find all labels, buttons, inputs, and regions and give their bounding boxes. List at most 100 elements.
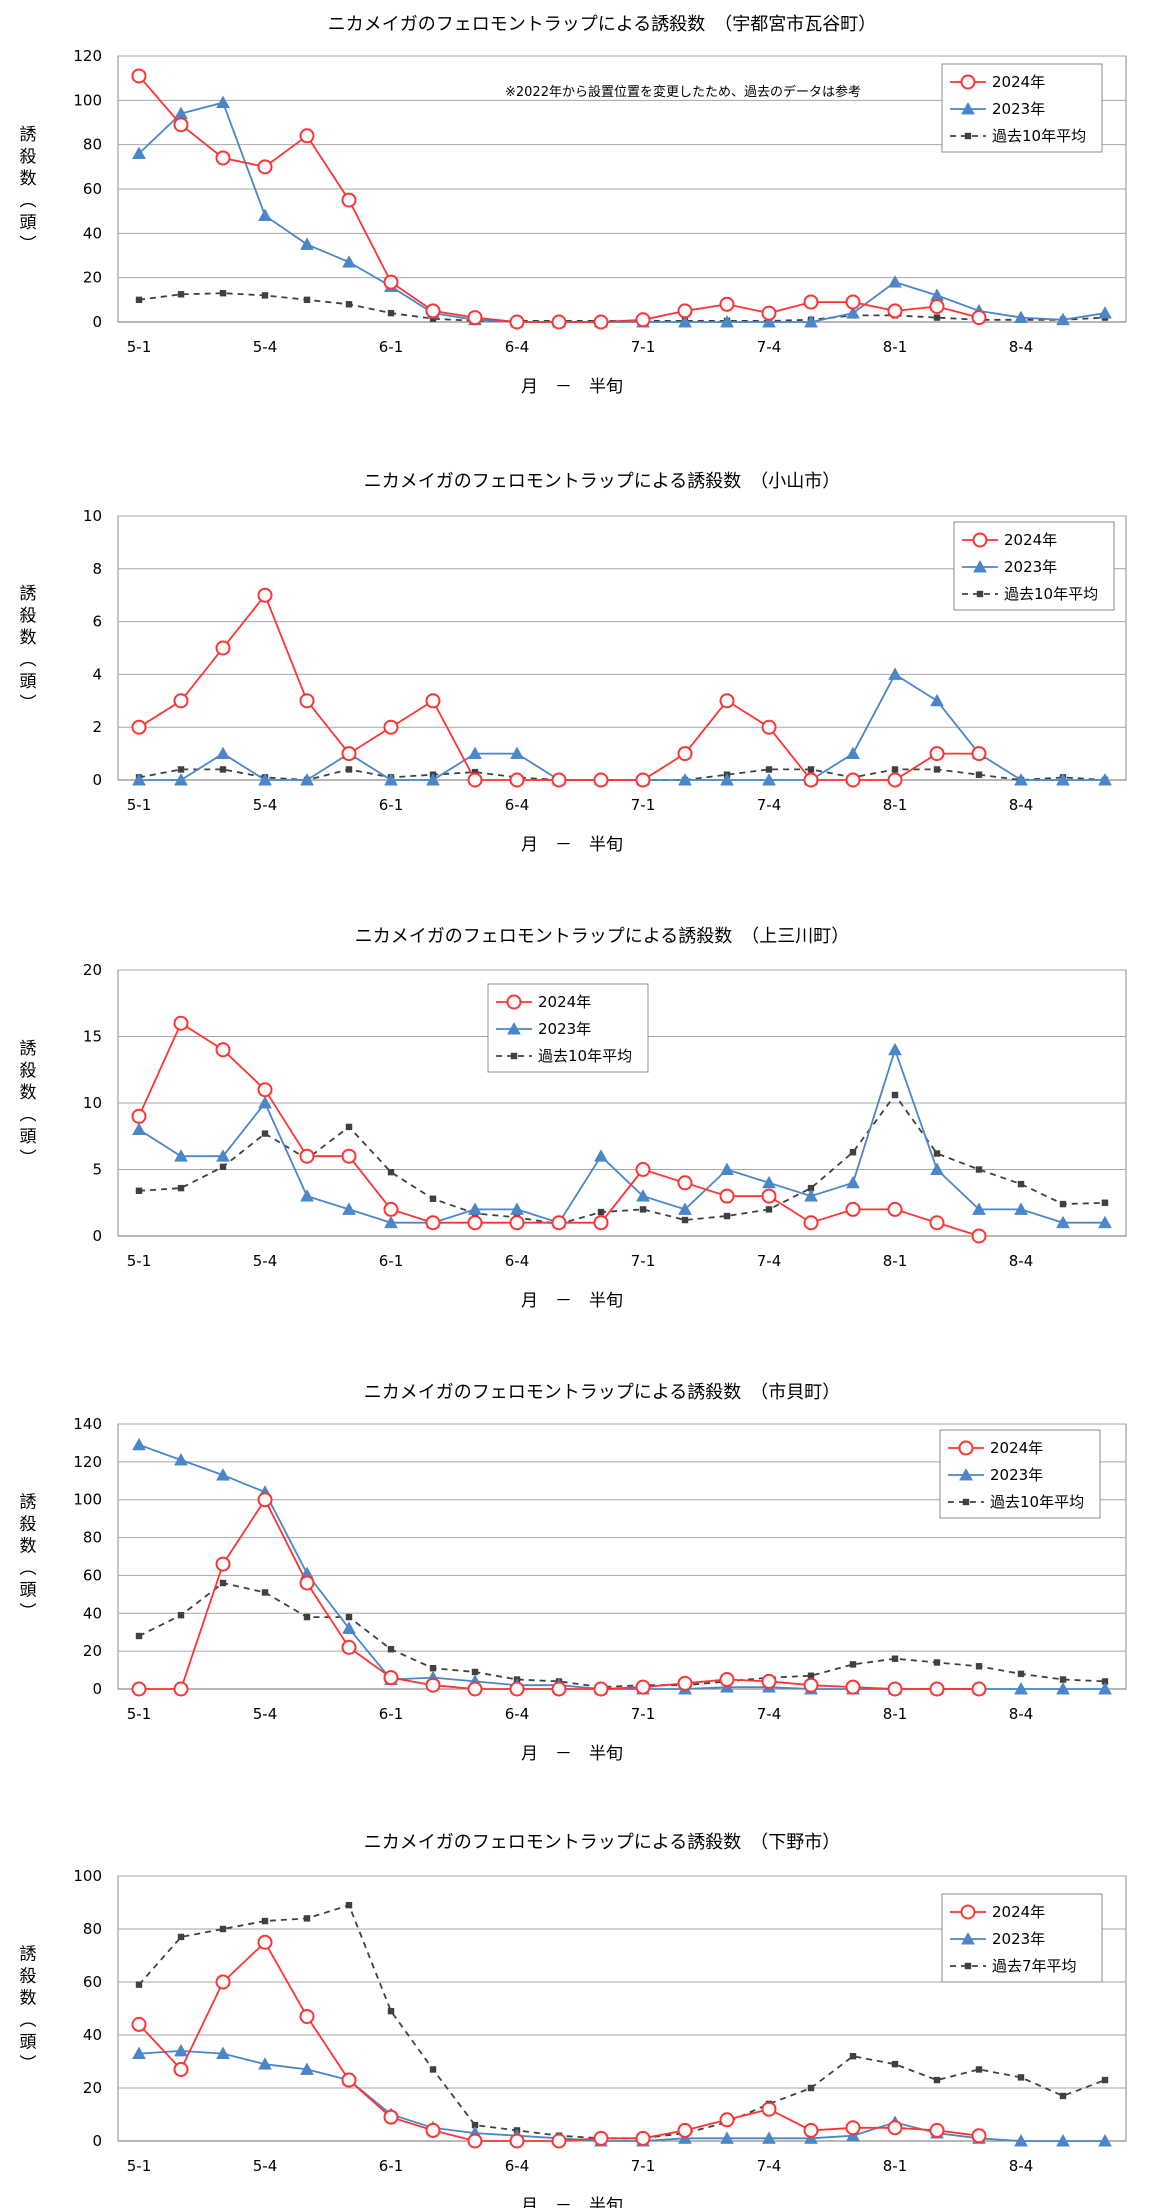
chart-4: ニカメイガのフェロモントラップによる誘殺数 （市貝町） 0 20 40 60 80 100 1… bbox=[20, 1382, 1127, 1764]
data-point bbox=[1098, 306, 1112, 319]
y-axis-label-char: ︶ bbox=[20, 694, 37, 714]
data-point bbox=[300, 2062, 314, 2075]
x-tick-label: 6-4 bbox=[505, 338, 530, 356]
chart-title: ニカメイガのフェロモントラップによる誘殺数 （市貝町） bbox=[364, 1382, 840, 1403]
data-point bbox=[845, 1679, 861, 1695]
legend-label: 過去10年平均 bbox=[992, 127, 1086, 145]
data-point bbox=[887, 2120, 903, 2136]
data-point bbox=[510, 1202, 524, 1215]
data-point bbox=[1056, 772, 1070, 786]
data-point bbox=[804, 314, 818, 328]
x-tick-label: 5-1 bbox=[127, 1252, 152, 1270]
y-axis-label-char: 数 bbox=[20, 1537, 37, 1557]
legend-entry: 2023年 bbox=[496, 1020, 591, 1038]
data-point bbox=[803, 2122, 819, 2138]
x-tick-label: 6-1 bbox=[379, 2157, 404, 2175]
data-point bbox=[593, 314, 609, 330]
data-point bbox=[131, 719, 147, 735]
legend-entry: 2023年 bbox=[948, 1466, 1043, 1484]
series-line bbox=[138, 101, 1106, 323]
data-point bbox=[177, 1184, 185, 1192]
data-point bbox=[509, 772, 525, 788]
data-point bbox=[1101, 1199, 1109, 1206]
data-point bbox=[257, 1492, 273, 1508]
y-axis-label-char: 数 bbox=[20, 169, 37, 189]
legend-marker bbox=[960, 74, 976, 90]
x-tick-label: 5-1 bbox=[127, 796, 152, 814]
legend-marker bbox=[976, 590, 984, 598]
series-2024 bbox=[131, 1015, 987, 1244]
y-axis-label-char: 誘 bbox=[20, 1039, 37, 1059]
data-point bbox=[762, 2131, 776, 2144]
legend-entry: 2024年 bbox=[950, 1903, 1045, 1921]
data-point bbox=[509, 1681, 525, 1697]
data-point bbox=[299, 1575, 315, 1591]
x-tick-label: 8-4 bbox=[1009, 1252, 1034, 1270]
x-tick-label: 8-4 bbox=[1009, 2157, 1034, 2175]
data-point bbox=[174, 772, 188, 786]
x-axis-label: 月 － 半旬 bbox=[521, 1291, 623, 1311]
legend-marker bbox=[507, 1021, 521, 1035]
data-point bbox=[1098, 1681, 1112, 1695]
data-point bbox=[471, 1668, 479, 1676]
y-axis-label-char: ︶ bbox=[20, 1149, 37, 1169]
data-point bbox=[300, 1189, 314, 1202]
data-point bbox=[467, 1215, 483, 1231]
data-point bbox=[258, 208, 272, 222]
data-point bbox=[845, 294, 861, 310]
data-point bbox=[383, 1201, 399, 1217]
data-point bbox=[677, 1675, 693, 1691]
data-point bbox=[1014, 772, 1028, 786]
data-point bbox=[849, 1149, 857, 1156]
data-point bbox=[173, 1015, 189, 1031]
data-point bbox=[891, 766, 899, 773]
y-axis-label-char: ︶ bbox=[20, 2055, 37, 2075]
y-axis-label-char: ︵ bbox=[20, 1559, 37, 1579]
data-point bbox=[299, 1148, 315, 1164]
x-tick-label: 5-4 bbox=[253, 1252, 278, 1270]
data-point bbox=[1017, 1670, 1025, 1678]
chart-title: ニカメイガのフェロモントラップによる誘殺数 （宇都宮市瓦谷町） bbox=[328, 14, 876, 35]
chart-note: ※2022年から設置位置を変更したため、過去のデータは参考 bbox=[505, 84, 861, 100]
x-tick-label: 6-1 bbox=[379, 1252, 404, 1270]
data-point bbox=[174, 1149, 188, 1162]
data-point bbox=[173, 1681, 189, 1697]
data-point bbox=[1101, 2076, 1109, 2084]
data-point bbox=[933, 1659, 941, 1666]
y-tick-label: 20 bbox=[83, 269, 102, 287]
data-point bbox=[425, 1677, 441, 1693]
series-line bbox=[138, 2049, 1105, 2142]
data-point bbox=[303, 1915, 311, 1922]
x-tick-label: 7-4 bbox=[757, 338, 782, 356]
chart-1: ニカメイガのフェロモントラップによる誘殺数 （宇都宮市瓦谷町） 0 20 40 60 80… bbox=[20, 14, 1127, 397]
data-point bbox=[173, 2061, 189, 2077]
data-point bbox=[341, 746, 357, 762]
data-point bbox=[888, 1042, 902, 1056]
data-point bbox=[887, 772, 903, 788]
data-point bbox=[345, 766, 353, 773]
data-point bbox=[300, 772, 314, 786]
x-axis-label: 月 － 半旬 bbox=[521, 377, 623, 397]
data-point bbox=[929, 1681, 945, 1697]
x-tick-label: 6-1 bbox=[379, 1705, 404, 1723]
x-tick-label: 7-4 bbox=[757, 796, 782, 814]
data-point bbox=[219, 1163, 227, 1171]
data-point bbox=[216, 746, 230, 760]
x-tick-label: 5-4 bbox=[253, 1705, 278, 1723]
data-point bbox=[971, 746, 987, 762]
data-point bbox=[215, 1974, 231, 1990]
legend-entry: 2024年 bbox=[950, 73, 1045, 91]
x-tick-label: 8-1 bbox=[883, 2157, 908, 2175]
data-point bbox=[929, 298, 945, 314]
y-axis-label: 誘殺数︵頭︶ bbox=[20, 584, 37, 714]
legend-entry: 2023年 bbox=[962, 558, 1057, 576]
y-tick-label: 40 bbox=[83, 224, 102, 242]
legend-label: 2023年 bbox=[1004, 558, 1057, 576]
data-point bbox=[467, 310, 483, 326]
legend-label: 2024年 bbox=[992, 73, 1045, 91]
data-point bbox=[933, 314, 941, 321]
data-point bbox=[258, 2057, 272, 2070]
series-line bbox=[138, 1093, 1106, 1225]
data-point bbox=[215, 150, 231, 166]
data-point bbox=[219, 1579, 227, 1587]
